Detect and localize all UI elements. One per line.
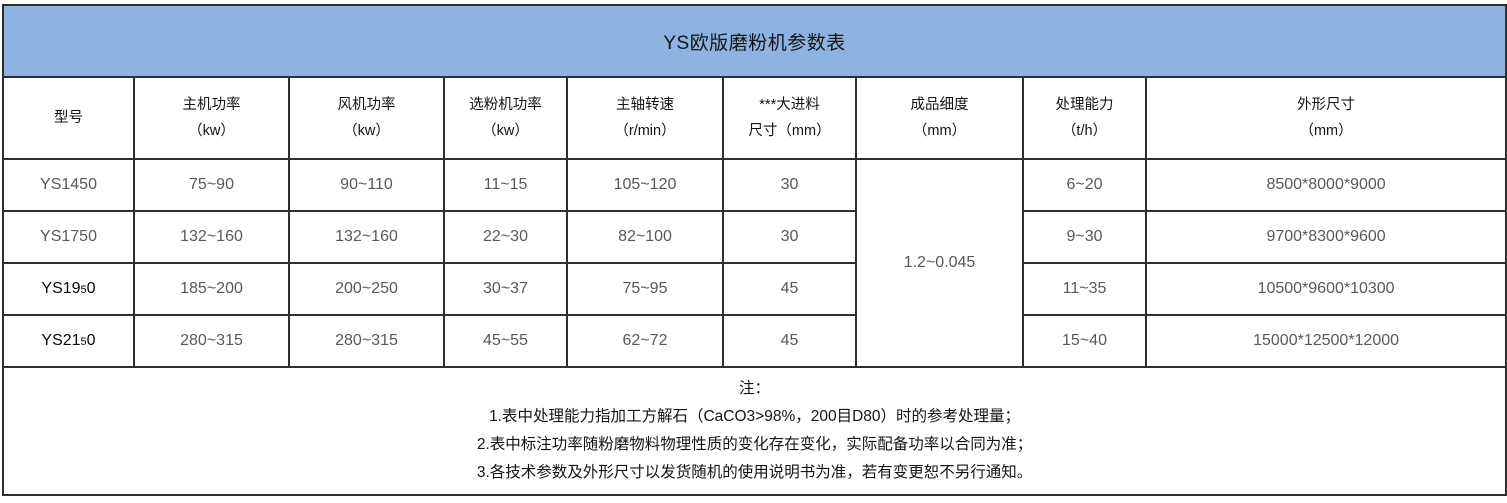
col-header-max-feed-size: ***大进料 尺寸（mm） [722,76,857,160]
max-feed-size-cell: 45 [722,262,857,316]
dimensions-cell: 10500*9600*10300 [1144,262,1507,316]
spindle-speed-cell: 105~120 [566,158,724,212]
table-row-ys2150: YS2150 280~315 280~315 45~55 62~72 45 15… [2,314,1507,368]
col-header-max-feed-size-unit: 尺寸（mm） [748,123,831,139]
note-line-1: 1.表中处理能力指加工方解石（CaCO3>98%，200目D80）时的参考处理量… [489,408,1021,425]
col-header-fan-power: 风机功率 （kw） [288,76,445,160]
table-row-ys1750: YS1750 132~160 132~160 22~30 82~100 30 9… [2,210,1507,264]
note-line-3: 3.各技术参数及外形尺寸以发货随机的使用说明书为准，若有变更恕不另行通知。 [476,464,1033,481]
col-header-separator-power-unit: （kw） [482,123,529,139]
mill-parameter-table: YS欧版磨粉机参数表 型号 主机功率 （kw） 风机功率 （kw） 选粉机功率 （kw… [1,4,1507,496]
model-cell: YS1450 [2,158,135,212]
note-line-2: 2.表中标注功率随粉磨物料物理性质的变化存在变化，实际配备功率以合同为准； [476,436,1033,453]
capacity-cell: 15~40 [1022,314,1147,368]
main-power-cell: 75~90 [133,158,290,212]
max-feed-size-cell: 30 [722,158,857,212]
col-header-max-feed-size-title: ***大进料 [759,97,820,113]
col-header-dimensions-unit: （mm） [1299,123,1353,139]
col-header-capacity: 处理能力 （t/h） [1022,76,1147,160]
model-cell: YS1950 [2,262,135,316]
col-header-separator-power-title: 选粉机功率 [469,97,542,113]
col-header-fineness-unit: （mm） [912,123,967,139]
table-row-ys1450: YS1450 75~90 90~110 11~15 105~120 30 1.2… [2,158,1507,368]
col-header-model: 型号 [2,76,135,160]
col-header-fan-power-title: 风机功率 [337,97,396,113]
separator-power-cell: 22~30 [443,210,568,264]
fan-power-cell: 200~250 [288,262,445,316]
dimensions-cell: 15000*12500*12000 [1144,314,1507,368]
col-header-dimensions-title: 外形尺寸 [1297,97,1356,113]
col-header-main-power-title: 主机功率 [182,97,241,113]
max-feed-size-cell: 45 [722,314,857,368]
model-cell: YS2150 [2,314,135,368]
col-header-separator-power: 选粉机功率 （kw） [443,76,568,160]
capacity-cell: 6~20 [1022,158,1147,212]
table-row-ys1950: YS1950 185~200 200~250 30~37 75~95 45 11… [2,262,1507,316]
fan-power-cell: 280~315 [288,314,445,368]
col-header-fineness-title: 成品细度 [910,97,969,113]
col-header-capacity-unit: （t/h） [1061,123,1108,139]
spindle-speed-cell: 75~95 [566,262,724,316]
notes-cell: 注： 1.表中处理能力指加工方解石（CaCO3>98%，200目D80）时的参考… [1,366,1507,496]
separator-power-cell: 11~15 [443,158,568,212]
col-header-dimensions: 外形尺寸 （mm） [1144,76,1507,160]
col-header-spindle-speed: 主轴转速 （r/min） [566,76,724,160]
dimensions-cell: 9700*8300*9600 [1144,210,1507,264]
max-feed-size-cell: 30 [722,210,857,264]
col-header-capacity-title: 处理能力 [1055,97,1114,113]
col-header-main-power: 主机功率 （kw） [133,76,290,160]
header-row: 型号 主机功率 （kw） 风机功率 （kw） 选粉机功率 （kw） 主轴转速 （r/mi… [2,76,1507,160]
spindle-speed-cell: 82~100 [566,210,724,264]
separator-power-cell: 30~37 [443,262,568,316]
model-cell: YS1750 [2,210,135,264]
col-header-main-power-unit: （kw） [188,123,235,139]
col-header-model-title: 型号 [54,110,83,126]
col-header-spindle-speed-unit: （r/min） [614,123,676,139]
main-power-cell: 132~160 [133,210,290,264]
main-power-cell: 280~315 [133,314,290,368]
fan-power-cell: 90~110 [288,158,445,212]
main-power-cell: 185~200 [133,262,290,316]
spindle-speed-cell: 62~72 [566,314,724,368]
notes-heading: 注： [739,380,771,397]
col-header-fineness: 成品细度 （mm） [855,76,1024,160]
col-header-fan-power-unit: （kw） [343,123,390,139]
table-title: YS欧版磨粉机参数表 [1,4,1507,78]
title-row: YS欧版磨粉机参数表 [1,4,1507,78]
fineness-merged-cell: 1.2~0.045 [855,158,1024,368]
col-header-spindle-speed-title: 主轴转速 [616,97,674,113]
fan-power-cell: 132~160 [288,210,445,264]
separator-power-cell: 45~55 [443,314,568,368]
dimensions-cell: 8500*8000*9000 [1144,158,1507,212]
notes-row: 注： 1.表中处理能力指加工方解石（CaCO3>98%，200目D80）时的参考… [1,366,1507,496]
capacity-cell: 9~30 [1022,210,1147,264]
capacity-cell: 11~35 [1022,262,1147,316]
